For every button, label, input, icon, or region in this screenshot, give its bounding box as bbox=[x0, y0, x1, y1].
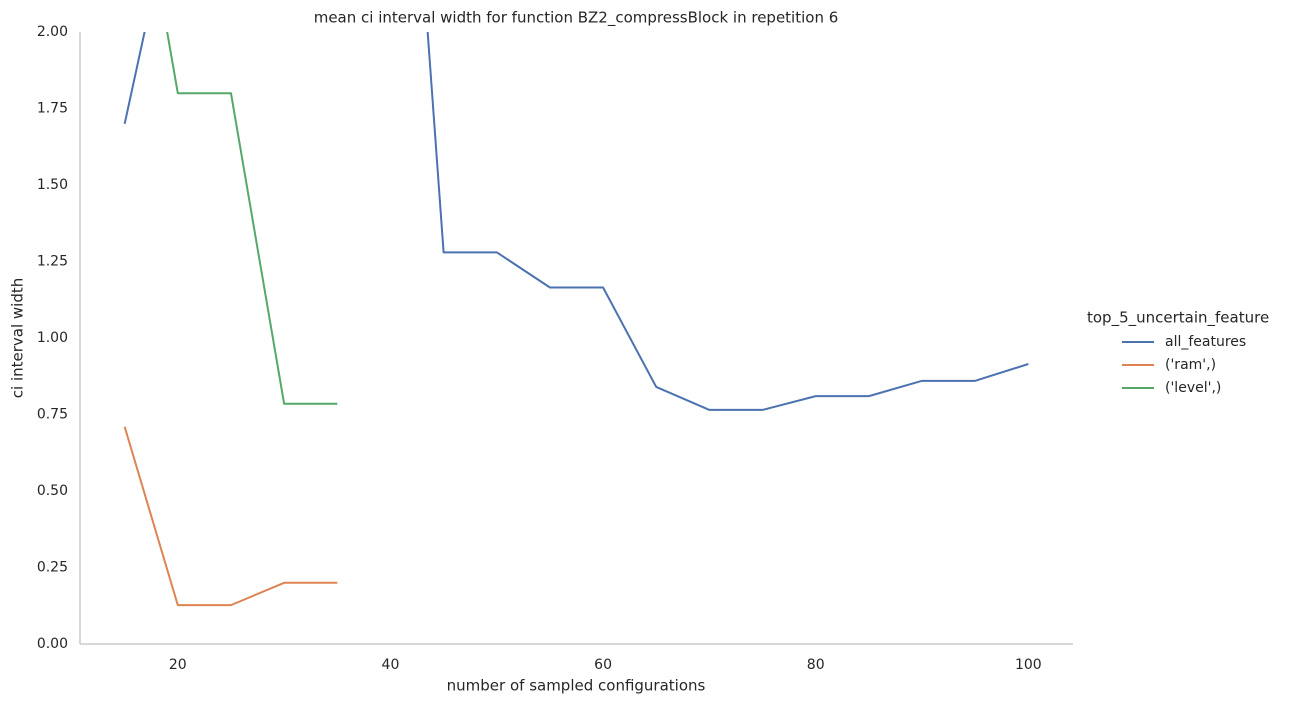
x-tick-label: 20 bbox=[169, 657, 187, 673]
series-line bbox=[166, 32, 338, 405]
y-tick-label: 1.75 bbox=[37, 101, 68, 117]
y-tick-label: 0.50 bbox=[37, 483, 68, 499]
legend-title: top_5_uncertain_feature bbox=[1087, 309, 1269, 328]
series-line bbox=[123, 426, 338, 607]
y-tick-label: 0.00 bbox=[37, 636, 68, 652]
y-tick-label: 0.75 bbox=[37, 407, 68, 423]
x-tick-label: 80 bbox=[807, 657, 825, 673]
y-axis-label: ci interval width bbox=[9, 278, 27, 398]
x-tick-label: 100 bbox=[1015, 657, 1042, 673]
chart-title: mean ci interval width for function BZ2_… bbox=[314, 9, 839, 28]
y-tick-label: 1.00 bbox=[37, 330, 68, 346]
series-line bbox=[123, 32, 1029, 411]
y-tick-label: 0.25 bbox=[37, 560, 68, 576]
y-tick-label: 1.50 bbox=[37, 177, 68, 193]
x-axis-label: number of sampled configurations bbox=[447, 677, 706, 695]
legend-label: ('level',) bbox=[1165, 380, 1221, 396]
y-tick-label: 2.00 bbox=[37, 24, 68, 40]
x-tick-label: 60 bbox=[594, 657, 612, 673]
y-tick-label: 1.25 bbox=[37, 254, 68, 270]
x-tick-label: 40 bbox=[382, 657, 400, 673]
plot-area bbox=[123, 32, 1029, 607]
legend-label: all_features bbox=[1165, 334, 1246, 350]
legend-label: ('ram',) bbox=[1165, 357, 1216, 373]
